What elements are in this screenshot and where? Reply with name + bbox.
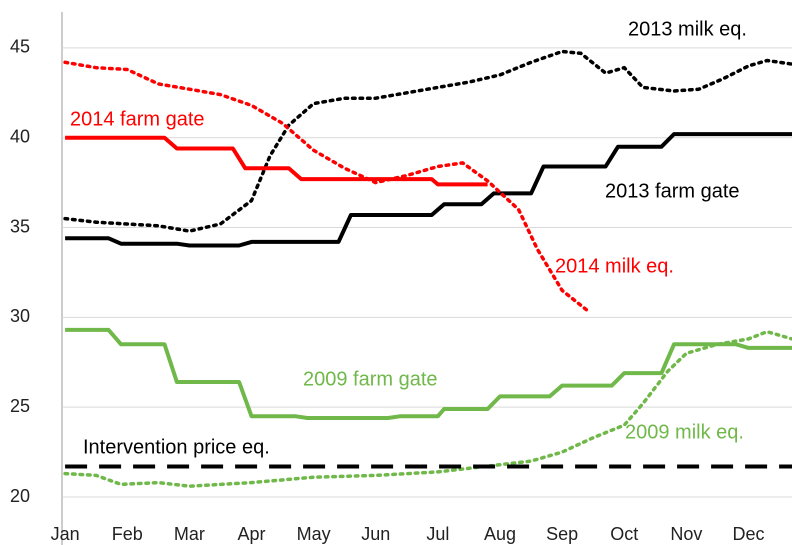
series-label: 2009 farm gate [303,368,438,390]
x-tick-label: Apr [237,524,265,544]
x-tick-label: Nov [670,524,702,544]
series-label: 2014 farm gate [70,108,205,130]
series-line [65,327,792,420]
x-tick-label: Sep [546,524,578,544]
series-line [65,132,792,248]
x-tick-label: Aug [484,524,516,544]
x-tick-label: Feb [112,524,143,544]
series-label: 2009 milk eq. [625,421,744,443]
series-label: 2013 farm gate [605,180,740,202]
series-label: 2013 milk eq. [628,18,747,40]
series-line [63,329,792,488]
x-tick-label: Jun [361,524,390,544]
y-tick-label: 45 [10,37,30,57]
y-tick-label: 40 [10,126,30,146]
series-label: 2014 milk eq. [555,255,674,277]
series-line [65,135,488,187]
x-tick-label: Mar [174,524,205,544]
x-tick-label: Dec [733,524,765,544]
x-tick-label: Jul [426,524,449,544]
y-tick-label: 25 [10,396,30,416]
x-tick-label: Jan [51,524,80,544]
series-line [63,49,792,233]
y-tick-label: 35 [10,216,30,236]
y-tick-label: 30 [10,306,30,326]
x-tick-label: Oct [610,524,638,544]
series-label: Intervention price eq. [83,436,270,458]
series-line [63,60,589,312]
x-tick-label: May [297,524,331,544]
y-tick-label: 20 [10,486,30,506]
